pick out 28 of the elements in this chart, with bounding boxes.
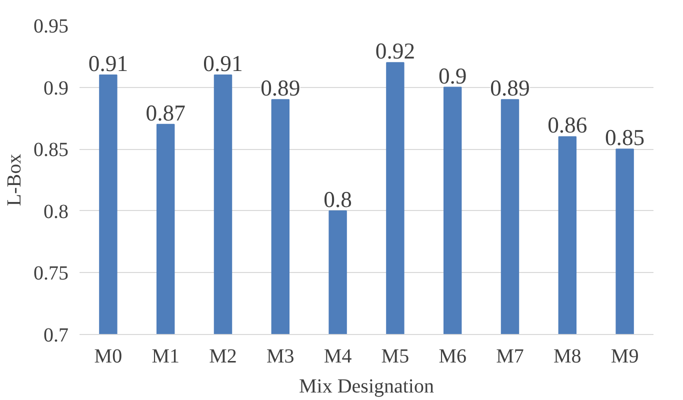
- y-tick-label: 0.8: [44, 200, 68, 223]
- y-axis-title: L-Box: [4, 154, 26, 206]
- y-tick-label: 0.95: [34, 16, 68, 38]
- x-tick-label: M2: [209, 346, 237, 368]
- y-tick-label: 0.7: [44, 324, 68, 346]
- data-label: 0.87: [146, 100, 186, 126]
- y-tick-label: 0.75: [34, 262, 68, 285]
- x-tick-label: M9: [610, 346, 639, 368]
- x-tick-label: M5: [381, 346, 410, 368]
- data-label: 0.9: [438, 63, 467, 88]
- x-axis-title: Mix Designation: [299, 376, 434, 398]
- data-label: 0.8: [324, 186, 352, 212]
- data-label: 0.91: [203, 50, 243, 76]
- data-label: 0.89: [490, 76, 530, 101]
- x-tick-label: M1: [152, 346, 180, 368]
- y-tick-label: 0.85: [34, 139, 68, 162]
- x-tick-label: M6: [438, 346, 467, 368]
- data-label: 0.86: [548, 112, 588, 138]
- x-tick-label: M7: [496, 346, 524, 368]
- data-label: 0.85: [604, 125, 645, 150]
- x-tick-label: M0: [94, 346, 122, 368]
- x-tick-label: M3: [266, 346, 294, 368]
- x-tick-label: M4: [324, 346, 352, 368]
- x-tick-label: M8: [554, 346, 582, 368]
- data-label: 0.89: [260, 76, 300, 101]
- data-label: 0.92: [375, 38, 416, 64]
- data-label: 0.91: [88, 50, 128, 76]
- y-tick-label: 0.9: [44, 77, 68, 100]
